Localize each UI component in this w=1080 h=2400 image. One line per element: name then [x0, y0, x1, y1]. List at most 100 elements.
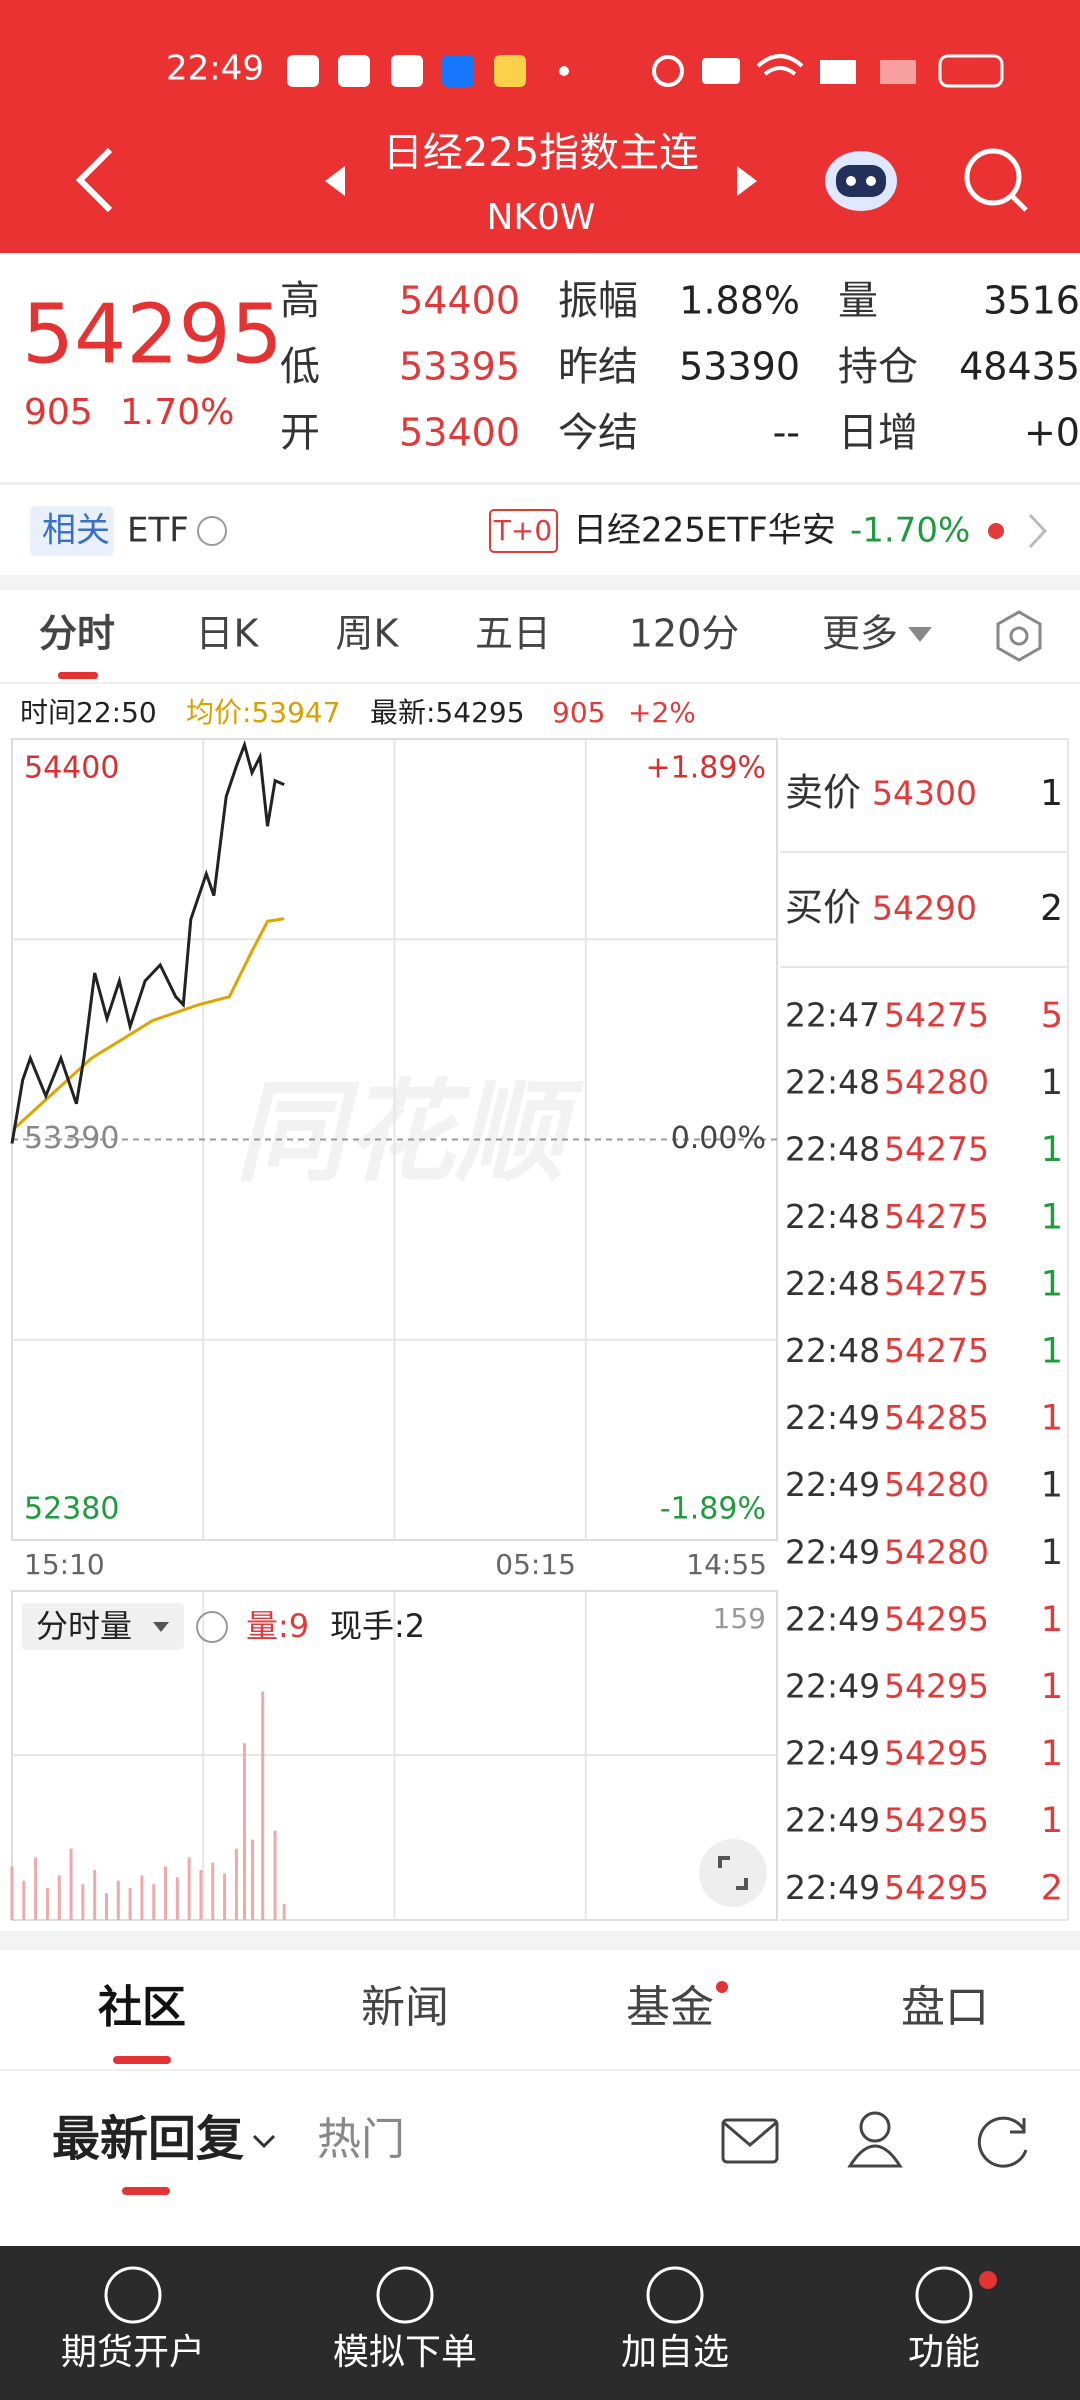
- trade-qty: 1: [1041, 1466, 1063, 1506]
- community-tab[interactable]: 基金: [626, 1982, 714, 2033]
- quote-value: 53395: [399, 345, 520, 389]
- y2-tick-label: +1.89%: [646, 751, 766, 786]
- trade-qty: 1: [1041, 1600, 1063, 1640]
- quote-label: 低: [280, 344, 320, 390]
- y-tick-label: 52380: [24, 1492, 119, 1527]
- last-price: 54295: [22, 287, 283, 382]
- intraday-chart: 54400 53390 52380 +1.89% 0.00% -1.89% 15:10 05:…: [10, 738, 778, 1581]
- y-tick-label: 54400: [24, 751, 119, 786]
- bid-qty: 2: [1040, 888, 1063, 929]
- period-tab[interactable]: 分时: [39, 612, 115, 656]
- volume-bar: [57, 1875, 61, 1920]
- trade-qty: 5: [1041, 996, 1063, 1036]
- trade-price: 54295: [884, 1801, 989, 1840]
- trade-price: 54275: [884, 1264, 989, 1303]
- volume-bar: [69, 1848, 73, 1920]
- trade-qty: 1: [1041, 1264, 1063, 1304]
- assistant-button[interactable]: [825, 151, 897, 211]
- quote-value: 3516: [983, 279, 1080, 323]
- nav-label[interactable]: 模拟下单: [333, 2332, 477, 2373]
- period-tab[interactable]: 日K: [196, 612, 260, 656]
- trade-time: 22:48: [785, 1264, 880, 1303]
- volume-header: 分时量 量:9 现手:2: [22, 1603, 425, 1650]
- nav-icon: [646, 2266, 704, 2324]
- prev-contract[interactable]: [325, 166, 345, 196]
- quote-label: 持仓: [838, 344, 918, 390]
- sort-latest[interactable]: 最新回复: [52, 2111, 244, 2167]
- volume-bar: [261, 1691, 265, 1920]
- volume-bar: [116, 1880, 120, 1920]
- header-code: NK0W: [486, 197, 595, 238]
- quote-label: 高: [280, 278, 320, 324]
- nav-label[interactable]: 加自选: [621, 2332, 729, 2373]
- back-button[interactable]: [75, 147, 113, 213]
- period-tab[interactable]: 五日: [475, 612, 551, 656]
- info-change: 905: [552, 696, 605, 729]
- trade-qty: 2: [1041, 1868, 1063, 1908]
- quote-label: 昨结: [558, 344, 638, 390]
- expand-button[interactable]: [699, 1839, 767, 1907]
- sort-dropdown[interactable]: [252, 2134, 276, 2149]
- community-tab[interactable]: 盘口: [901, 1982, 989, 2033]
- quote-value: +0: [1024, 411, 1080, 455]
- period-tab[interactable]: 更多: [822, 612, 898, 656]
- trade-qty: 1: [1041, 1399, 1063, 1439]
- trade-qty: 1: [1041, 1063, 1063, 1103]
- divider: [0, 575, 1080, 590]
- quote-value: 1.88%: [679, 279, 800, 323]
- profile-button[interactable]: [847, 2111, 903, 2168]
- badge-dot: [716, 1981, 728, 1993]
- y2-tick-label: 0.00%: [671, 1121, 766, 1156]
- ask-price: 54300: [872, 774, 977, 813]
- next-contract[interactable]: [737, 166, 757, 196]
- community-tab[interactable]: 社区: [98, 1982, 186, 2033]
- bottom-nav-items: 期货开户 模拟下单 加自选 功能: [61, 2266, 980, 2373]
- trade-price: 54295: [884, 1599, 989, 1638]
- search-button[interactable]: [964, 148, 1028, 212]
- info-last: 最新:54295: [370, 696, 525, 729]
- trade-qty: 1: [1041, 1801, 1063, 1841]
- y2-tick-label: -1.89%: [660, 1492, 766, 1527]
- volume-title: 分时量: [36, 1607, 132, 1645]
- refresh-button[interactable]: [977, 2116, 1028, 2168]
- volume-bar: [10, 1866, 14, 1920]
- sort-hot[interactable]: 热门: [317, 2114, 405, 2165]
- trade-qty: 1: [1041, 1130, 1063, 1170]
- bid-price: 54290: [872, 889, 977, 928]
- volume-selector[interactable]: [22, 1603, 184, 1650]
- etf-row[interactable]: 相关 ETF T+0 日经225ETF华安 -1.70%: [30, 506, 1048, 556]
- period-tab[interactable]: 周K: [336, 612, 400, 656]
- volume-bar: [187, 1857, 191, 1920]
- community-tab[interactable]: 新闻: [361, 1982, 449, 2033]
- info-change-pct: +2%: [628, 696, 696, 729]
- trade-time: 22:48: [785, 1197, 880, 1236]
- nav-label[interactable]: 期货开户: [61, 2332, 205, 2373]
- message-button[interactable]: [721, 2118, 779, 2164]
- quote-label: 量: [838, 278, 878, 324]
- ask-label: 卖价: [785, 771, 861, 815]
- header-title: 日经225指数主连: [383, 130, 699, 176]
- period-tab[interactable]: 120分: [629, 612, 740, 656]
- trade-price: 54280: [884, 1532, 989, 1571]
- trade-price: 54285: [884, 1398, 989, 1437]
- nav-label[interactable]: 功能: [908, 2332, 980, 2373]
- price-change-pct: 1.70%: [120, 392, 234, 433]
- quote-value: 54400: [399, 279, 520, 323]
- volume-bar: [282, 1903, 286, 1920]
- trade-qty: 1: [1041, 1734, 1063, 1774]
- trade-price: 54275: [884, 996, 989, 1035]
- volume-bar: [273, 1830, 277, 1920]
- trade-time: 22:48: [785, 1063, 880, 1102]
- watermark: 同花顺: [235, 1068, 585, 1196]
- community-indicator: [113, 2056, 171, 2064]
- order-book: 卖价 54300 1买价 54290 222:47 54275 522:48 54280 122…: [780, 738, 1069, 1921]
- settings-button[interactable]: [996, 610, 1042, 662]
- volume-bar: [140, 1875, 144, 1920]
- volume-bar: [152, 1884, 156, 1920]
- etf-badge: T+0: [493, 514, 552, 547]
- divider: [0, 482, 1080, 485]
- nav-icon: [915, 2266, 973, 2324]
- divider: [0, 2069, 1080, 2071]
- y-tick-label: 53390: [24, 1121, 119, 1156]
